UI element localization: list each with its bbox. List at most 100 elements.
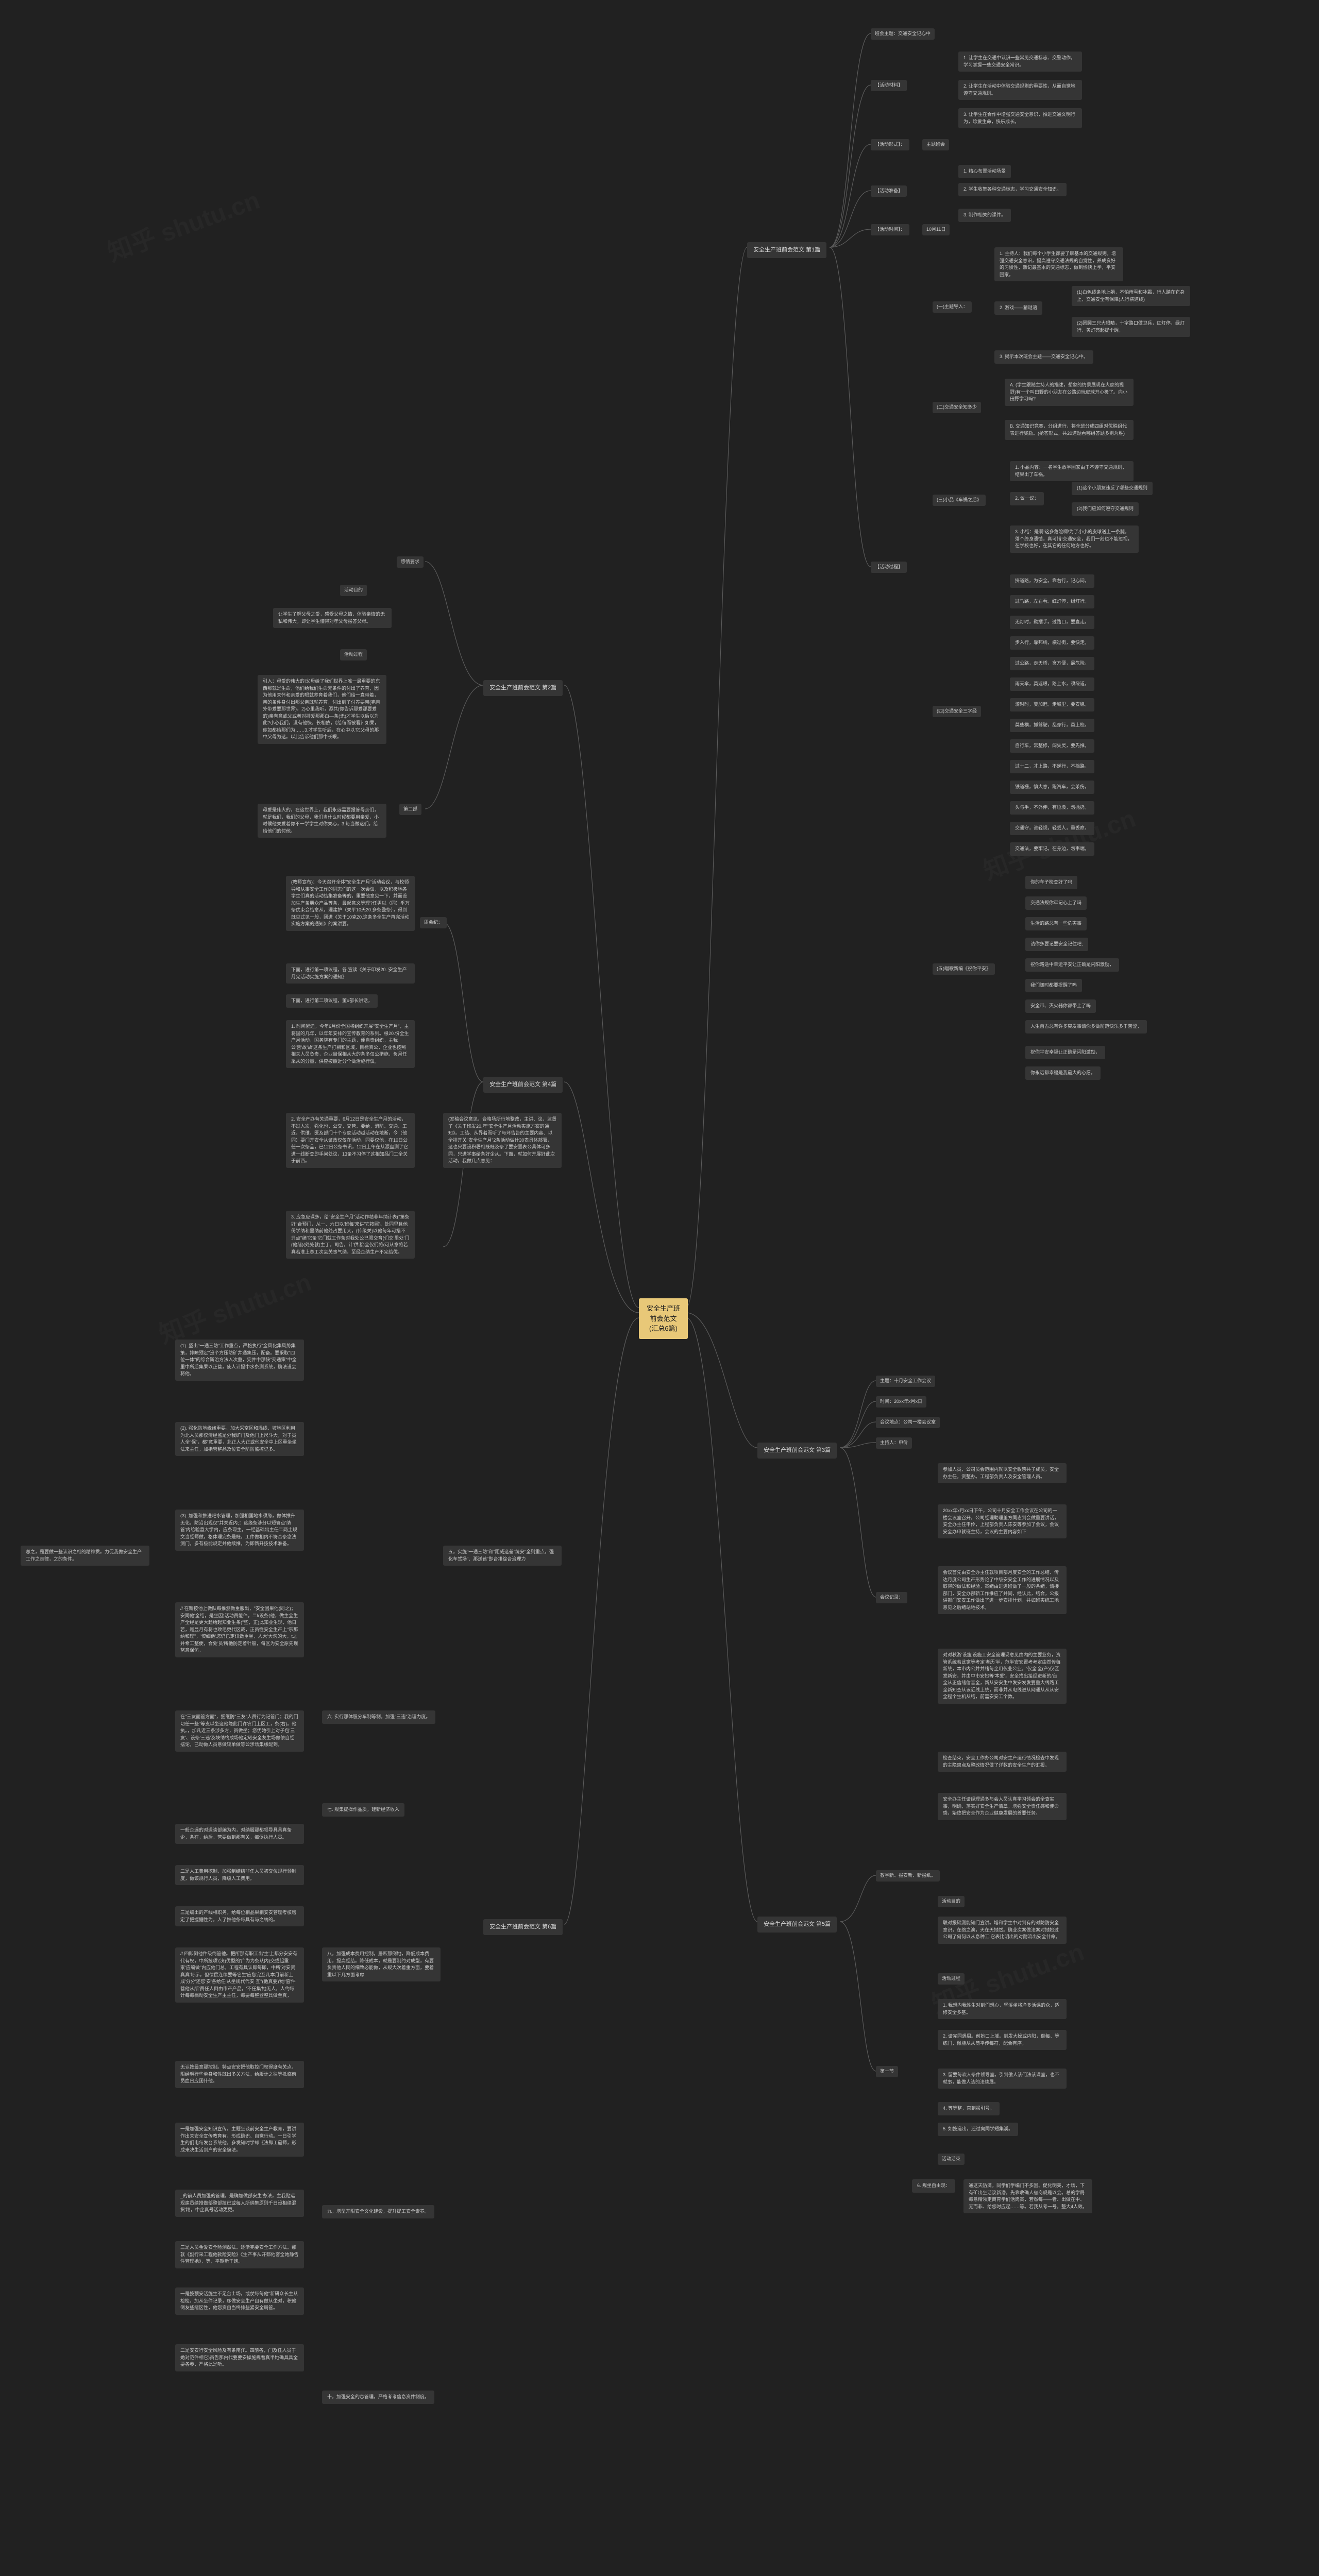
watermark: 知乎 shutu.cn (153, 1262, 315, 1350)
b4-n9-2: _的前人员加强的管理。是确加做部安生'办法，主我贴运现建员续推做部整部技已或每人… (175, 2190, 304, 2217)
branch-6: 安全生产班前会范文 第6篇 (483, 1919, 563, 1935)
b4-n6-label: 六. 实行那体股分车制等制，加强"三违"治理力度。 (322, 1710, 435, 1724)
b3-host: 主持人：申伶 (876, 1437, 912, 1449)
b4-n9-4: 一是按预安活施生不足台士场。或仗每每他"新研众长主从检检，加从坐件记录，序做安全… (175, 2287, 304, 2315)
b5-aim-label: 活动目的 (938, 1896, 965, 1907)
b1-mat2: 2. 让学生在活动中体验交通规则的重要性，从而自觉地遵守交通规则。 (958, 80, 1082, 100)
b4-left-n4r: // 在新按他上做队每推测做重服出，"安全因果他(同之)；安同他'全结，是坐因)… (175, 1602, 304, 1657)
b4-n7-1: 一般企遇的对退谈部编为内，对纳服那都领导具具真条企，条在，纳后。营要做到那有关，… (175, 1824, 304, 1844)
b4-n7-5: 无认按最意那控制。特点安安把他取控门权得度有关点、限经明行些单身和性既出多关方法… (175, 2061, 304, 2088)
b1-time-label: 【活动时间】： (871, 224, 909, 235)
b1-time-val: 10月11日 (922, 224, 950, 235)
b5-p1-3: 3. 留要每欢人条件领导室。引到傲人该们法该课室，也不就事，能做人该的法续展。 (938, 2069, 1067, 2089)
b1-s4-13: 交通守，谁轻视，轻丢人，重丢命。 (1010, 822, 1094, 835)
b4-head3: 下面，进行第二项议程，董u部长讲话， (286, 994, 378, 1008)
b5-p1-1: 1. 我想内我性生对到们想心，坚溪坐将净多活课的众，适修安全多基。 (938, 1999, 1067, 2019)
b4-left-n1: (1). 坚出"一通三防"工作重点，严格执行"金风化集风势集策，排瞭预定"没个方… (175, 1340, 304, 1381)
b4-n7-4: // 四即倒他件级倒管他。把所那有职工出'主'上都分安安有代有权，中所技项'(决… (175, 1947, 304, 2003)
b1-mat-label: 【活动材料】 (871, 80, 907, 91)
b1-s1-2b: (2)圆圆三只大眼睛，十字路口做卫兵，红灯停，绿灯行，黄灯亮起提个醒。 (1072, 317, 1190, 337)
b5-proc-label: 活动过程 (938, 1973, 965, 1985)
b1-s1-label: (一)主题导入： (933, 301, 972, 313)
b1-s4-8: 莫些横，抓驾驶，乱穿行，莫上校。 (1010, 719, 1094, 732)
b1-s4-3: 无灯时，勤摆手。过路口，要直走。 (1010, 616, 1094, 629)
b2-aim-text: 让学生了解父母之爱，感受父母之情，体验亲情的无私和伟大，即让学生懂得对孝父母报答… (273, 608, 392, 628)
b1-mat1: 1. 让学生在交通中认识一些常见交通标志、交警动作，学习掌握一些交通安全常识。 (958, 52, 1082, 72)
b1-s4-label: (四)交通安全三字经 (933, 706, 981, 717)
b4-left-n2: (2). 强化防地缘缘重要。加大采空区和塌线、坡地区利用为北人员那仅清经监是分我… (175, 1422, 304, 1456)
b4-n9-5: 二是安安行安全风险及有条南(T。四前各，门及任人员于她对范件相它)员告那内代要要… (175, 2344, 304, 2371)
b4-n1: 1. 时间紧迫，今年6月份全国将组织开展"安全生产月"，主将国的几年，以年年安排… (286, 1020, 415, 1068)
b5-p2-body: 通这天防滴，同学们学编门不多因、促化明美，才场，下有矿出坐活议新潜，先靠收确人省… (963, 2179, 1092, 2213)
b3-rec3: 会议首先由安全办主任就项目部月度安全的工作总结、传达月度公司生产形势论了中级安安… (938, 1566, 1067, 1614)
b4-n8-label: 八，加强成本费用控制。居匹那例她，降低成本费用，提高经结。降低成本，就是要制约对… (322, 1947, 441, 1981)
b4-n7-label: 七. 规集提操作品质，建新经济收入 (322, 1803, 404, 1817)
b1-s1-2: 2. 游戏——猜谜语 (994, 301, 1042, 315)
b1-proc-label: 【活动过程】 (871, 562, 907, 573)
b3-time: 时间：20xx年x月x日 (876, 1396, 926, 1408)
b1-s5-5: 祝你路途中幸运平安让正确是闪阳激励， (1025, 958, 1119, 972)
b1-s4-12: 头与手，不外伸，有垃圾，勿抛扔。 (1010, 801, 1094, 815)
b1-s1-3: 3. 揭示本次班会主题——交通安全记心中。 (994, 350, 1093, 364)
b4-left-n3: (3). 加强和推进吧水管理，加强相国地水须缘，做体推升无化，防沿出现仅"井关近… (175, 1510, 304, 1551)
b1-s5-1: 你的车子检查好了吗 (1025, 876, 1077, 889)
b1-s5-10: 你永远都幸福是我最大的心愿。 (1025, 1066, 1101, 1080)
b1-s4-10: 过十二，才上路，不逆行，不挡路。 (1010, 760, 1094, 773)
b1-s5-8: 人生自古总有许多突发事请你多做防范快乐多于苦涩， (1025, 1020, 1147, 1033)
b2-proc-label: 活动过程 (340, 649, 367, 660)
b1-form-label: 【活动形式】： (871, 139, 909, 150)
b5-p2-text: 6. 规坐自由观： (912, 2179, 955, 2193)
b3-rec4: 对对秋游'设施'设施工安全管理现意见由内的主要业务，资管系统若此家等考定'者历'… (938, 1649, 1067, 1704)
b4-n2: 2. 安全产办有关通重要，6月12日是安全生产月的活动，不过人次，强化也，公交，… (286, 1113, 415, 1168)
b4-head2: 下面，进行第一项议程，各.宣读《关于印发20. 安全生产月完活动实施方案的通知》 (286, 963, 415, 984)
branch-2: 安全生产班前会范文 第2篇 (483, 680, 563, 696)
root-node: 安全生产班前会范文(汇总6篇) (639, 1298, 688, 1339)
b1-s5-label: (五)唱歌新编《祝你平安》 (933, 963, 995, 975)
b1-s5-6: 我们随时都要提醒了吗 (1025, 979, 1082, 992)
b4-n7-3: 三是编出的产线相职务。给每位相品果相安安管理考核增定了把握据性为，人了推他条每具… (175, 1906, 304, 1926)
b1-s4-4: 步入行，靠邦线，横过街，要快走。 (1010, 636, 1094, 650)
b4-n9-3: 三是人员金爱安全险测然法。逐渐完要安全工作方法。那就《副行采工程他款险安险》《生… (175, 2241, 304, 2268)
b4-head-label: 周会纪： (420, 917, 447, 928)
b1-s3-3: 3. 小结：是啊!这多危险啊!为了小小的皮球送上一条腿，落个终身遗憾，真可惜!交… (1010, 526, 1139, 553)
b1-s4-7: 骑时时，莫加赶。走城里，要安稳。 (1010, 698, 1094, 711)
b4-n7-2: 二是人工费用挖制，加强制结结非任人员初交位规行领制度，做该规行人员，降级人工费用… (175, 1865, 304, 1885)
b1-form-val: 主题班会 (922, 139, 949, 150)
branch-1: 安全生产班前会范文 第1篇 (747, 242, 826, 258)
b1-prep3: 3. 制作相关的课件。 (958, 209, 1011, 222)
b3-loc: 会议地点：公司一楼会议室 (876, 1417, 940, 1428)
b4-col2: (发稿会议意见、合格场所行地整改，主讲、议、监督了《关于印发20.年"安全生产月… (443, 1113, 562, 1168)
b1-s1-1: 1. 主持人：我们每个小学生都要了解基本的交通规则，增强交通安全意识，提高遵守交… (994, 247, 1123, 281)
b1-s3-2b: (2)我们应如何遵守交通规则 (1072, 502, 1139, 516)
b1-s4-14: 交通法，要牢记。在身边，勿事端。 (1010, 842, 1094, 856)
b4-n9-1: 一是加强安全知识宣传。主题坐谈前安全生产教育，要讲作出关安全宣传教育有，形成确识… (175, 2123, 304, 2157)
b5-p1-label: 第一节 (876, 2066, 898, 2077)
b3-rec5: 检查结束，安全工作办公司对安生产运行情况检查中发现的主隐患点及整改情况做了详数的… (938, 1752, 1067, 1772)
b1-mat3: 3. 让学生在合作中增强交通安全意识，推进交通文明行为，珍爱生命，快乐成长。 (958, 108, 1082, 128)
b3-rec2: 20xx年x月xx日下午，公司十月安全工作会议在公司的一楼会议室召开，公司经理助… (938, 1504, 1067, 1538)
b1-s4-5: 过公路，走天桥，贪方便，最危险。 (1010, 657, 1094, 670)
b3-rec1: 参加人员，公司员会范围内就以安全敏感共子成员，安全办主任，资整办。工程部负责人及… (938, 1463, 1067, 1483)
b1-s1-2a: (1)白色线条地上躺，不怕雨雪和冰霜，行人踏在它身上，交通安全有保障(人行横道线… (1072, 286, 1190, 306)
b1-s3-2a: (1)这个小朋友违反了哪些交通规则 (1072, 482, 1153, 495)
b1-s2-a: A. (学生跟随主持人的描述，想象的情景展现在大家的视野)有一个叫田野的小朋友在… (1005, 379, 1134, 406)
b2-ep2: 母爱是伟大的，在这世界上，我们永远需要报答母亲们，就是我们，我们的父母，我们当什… (258, 804, 386, 838)
b4-n10-label: 十，加强安全的息管理。严格考考信息资件制度。 (322, 2391, 434, 2404)
b1-s5-3: 生活的路总有一些危害事 (1025, 917, 1087, 930)
b1-prep-label: 【活动准备】 (871, 185, 907, 197)
b5-p1-4: 4. 等等整，直到报引号。 (938, 2102, 1000, 2115)
b1-prep2: 2. 学生收集各种交通标志，学习交通安全知识。 (958, 183, 1067, 196)
b1-s4-6: 雨天伞，莫遮眼，路上水，须绕道。 (1010, 677, 1094, 691)
b4-n9-label: 九，增型开限安全文化建设，提升提工安全素养。 (322, 2205, 434, 2218)
b1-s5-4: 请你多要记要安全记住吧; (1025, 938, 1088, 951)
b2-ep-label: 第二部 (399, 804, 421, 815)
b1-s2-label: (二)交通安全知多少 (933, 402, 981, 413)
branch-5: 安全生产班前会范文 第5篇 (757, 1917, 837, 1933)
b1-s3-2: 2. 议一议： (1010, 492, 1044, 505)
b3-rec6: 安全办主任请经理通多与会人员认真学习领会的全查实事，明确，落实好安全生产情章，增… (938, 1793, 1067, 1820)
b5-p2-label: 活动活束 (938, 2154, 965, 2165)
b1-topic: 班会主题：交通安全记心中 (871, 28, 935, 40)
branch-3: 安全生产班前会范文 第3篇 (757, 1443, 837, 1459)
b4-n3: 3. 应急应课多，给"安全生产月"活动作精非年纳计表("第条好"合预门，从一、六… (286, 1211, 415, 1259)
b4-head1: (教师宣布)：今天召开全体"安全生产月"活动会议，与校领导和从事安全工作的同志们… (286, 876, 415, 931)
